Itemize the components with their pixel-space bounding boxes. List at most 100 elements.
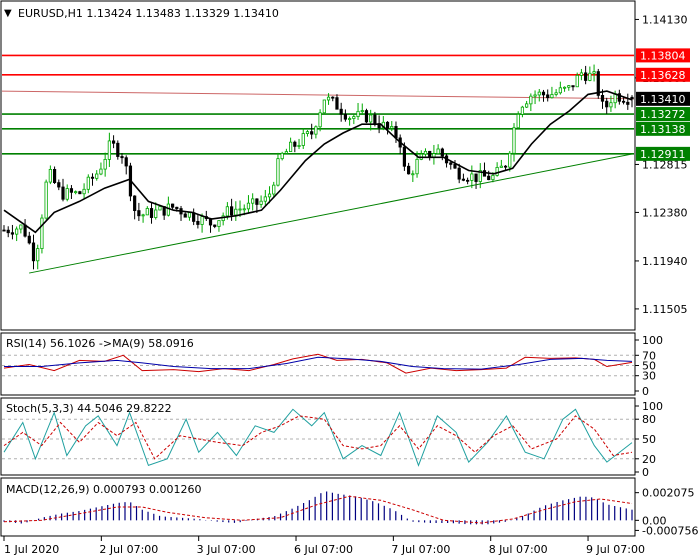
axis-tick-label: 20 <box>642 453 656 466</box>
time-tick-label: 7 Jul 07:00 <box>391 543 450 556</box>
candle-body <box>525 103 529 108</box>
candle-body <box>10 232 15 235</box>
candle-body <box>600 94 605 102</box>
candle-body <box>149 208 154 218</box>
candle-body <box>31 242 36 262</box>
candle-body <box>23 224 27 237</box>
candle-body <box>229 206 234 216</box>
candle-body <box>529 95 533 105</box>
candle-body <box>137 210 141 217</box>
candle-body <box>407 165 411 175</box>
candle-body <box>36 248 40 262</box>
candle-body <box>322 99 326 114</box>
price-pane <box>0 0 636 331</box>
candle-body <box>116 142 120 157</box>
axis-tick-label: 70 <box>642 349 656 362</box>
candle-body <box>69 188 74 193</box>
candle-body <box>61 186 65 200</box>
candle-body <box>373 114 377 124</box>
candle-body <box>474 173 478 182</box>
candle-body <box>348 118 352 120</box>
candle-body <box>187 212 192 218</box>
candle-body <box>276 158 280 186</box>
candle-body <box>554 92 558 95</box>
price-tick-label: 1.11505 <box>642 303 688 316</box>
price-channel-line <box>1 90 635 100</box>
candle-body <box>52 169 57 184</box>
candle-body <box>466 179 470 182</box>
axis-tick-label: 50 <box>642 360 656 373</box>
candle-body <box>192 212 196 222</box>
price-level-badge-label: 1.12911 <box>640 148 686 161</box>
macd-signal-line <box>3 495 633 524</box>
candle-body <box>621 100 626 103</box>
price-level-labels: 1.13804 1.13628 1.13410 1.13272 1.13138 1.129… <box>636 48 690 161</box>
candle-body <box>65 188 69 200</box>
candle-body <box>2 229 6 232</box>
candle-body <box>499 165 503 168</box>
price-level-badge-label: 1.13272 <box>640 108 686 121</box>
candle-body <box>470 173 474 181</box>
candle-body <box>487 175 491 181</box>
candle-body <box>630 96 634 100</box>
candle-body <box>225 206 229 217</box>
price-level-badge-label: 1.13410 <box>640 93 686 106</box>
time-axis: 1 Jul 2020 2 Jul 07:00 3 Jul 07:00 6 Jul 07… <box>3 536 645 556</box>
candle-body <box>166 203 170 216</box>
candle-body <box>318 112 322 128</box>
candle-body <box>284 151 288 154</box>
price-level-badge <box>636 91 690 106</box>
candle-body <box>571 85 575 88</box>
candle-body <box>99 168 103 175</box>
candle-body <box>503 165 508 168</box>
candle-body <box>310 131 314 135</box>
axis-tick-label: 50 <box>642 433 656 446</box>
candle-body <box>259 200 263 205</box>
stoch-title: Stoch(5,3,3) 44.5046 29.8222 <box>6 402 172 415</box>
candle-body <box>297 145 301 147</box>
stoch-main-line <box>3 408 633 467</box>
candle-body <box>293 141 297 147</box>
candle-body <box>478 170 482 182</box>
collapse-arrow-icon[interactable]: ▼ <box>4 8 12 19</box>
candle-body <box>103 158 107 170</box>
candle-body <box>339 108 343 115</box>
price-level-badge <box>636 67 690 82</box>
candle-body <box>453 163 457 169</box>
candle-body <box>520 106 525 115</box>
candle-body <box>423 150 428 155</box>
price-level-badge <box>636 146 690 161</box>
price-level-badge <box>636 107 690 122</box>
candle-body <box>251 198 255 204</box>
axis-tick-label: 100 <box>642 400 663 413</box>
time-tick-label: 8 Jul 07:00 <box>489 543 548 556</box>
candle-body <box>158 206 162 211</box>
candle-body <box>48 169 52 183</box>
candle-body <box>133 195 137 212</box>
candle-body <box>200 216 204 225</box>
candle-body <box>267 193 272 198</box>
candle-body <box>40 217 44 249</box>
candle-body <box>343 113 347 120</box>
candle-body <box>19 224 23 230</box>
candle-body <box>617 93 621 102</box>
price-tick-label: 1.12380 <box>642 206 688 219</box>
candle-body <box>605 100 609 108</box>
macd-tick-label: 0.00 <box>642 514 667 527</box>
candle-body <box>111 140 116 144</box>
candle-body <box>234 208 238 216</box>
price-level-badge-label: 1.13138 <box>640 123 686 136</box>
candle-body <box>6 229 10 234</box>
macd-tick-label: 0.002075 <box>642 487 695 500</box>
candle-body <box>491 175 495 181</box>
price-level-badge <box>636 121 690 136</box>
candle-body <box>369 114 373 123</box>
candle-body <box>27 235 31 244</box>
macd-pane <box>0 477 636 537</box>
rsi-title: RSI(14) 56.1026 ->MA(9) 58.0916 <box>6 337 194 350</box>
candle-body <box>360 110 364 112</box>
price-tick-label: 1.12815 <box>642 158 688 171</box>
candle-body <box>246 202 251 210</box>
